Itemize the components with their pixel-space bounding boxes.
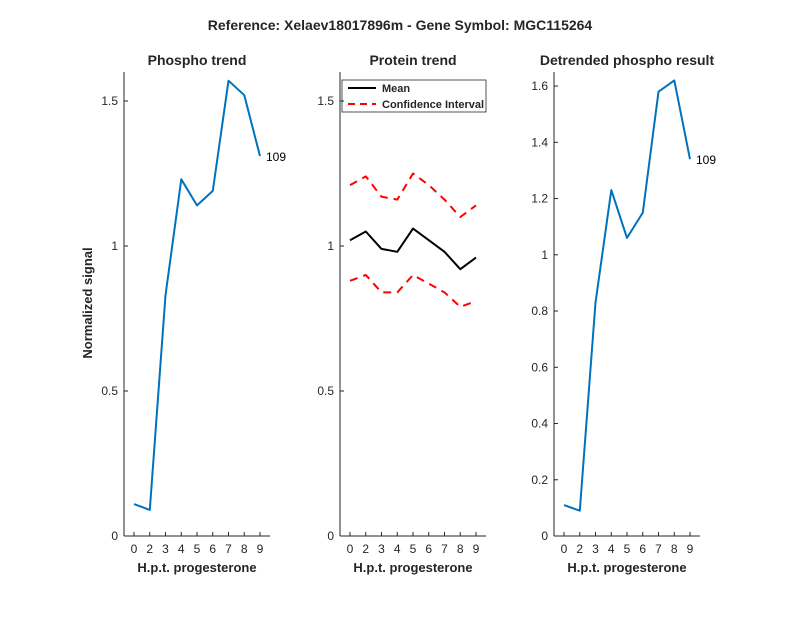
x-tick-label: 3 [162, 542, 169, 556]
x-tick-label: 2 [146, 542, 153, 556]
x-tick-label: 0 [561, 542, 568, 556]
legend-box [341, 79, 487, 113]
legend-label-mean: Mean [382, 83, 410, 95]
x-tick-label: 0 [347, 542, 354, 556]
y-tick-label: 0 [327, 529, 334, 543]
series-end-label: 109 [266, 150, 286, 164]
series-line-0 [563, 79, 691, 512]
x-tick-label: 5 [194, 542, 201, 556]
x-tick-label: 3 [592, 542, 599, 556]
x-tick-label: 7 [441, 542, 448, 556]
x-axis-label: H.p.t. progesterone [137, 560, 256, 575]
legend: Mean Confidence Interval [341, 79, 487, 113]
x-axis-label: H.p.t. progesterone [353, 560, 472, 575]
series-line-0 [349, 227, 477, 271]
x-tick-label: 6 [639, 542, 646, 556]
y-tick-label: 0.6 [531, 360, 548, 374]
x-tick-label: 4 [608, 542, 615, 556]
series-line-0 [133, 79, 261, 511]
panel-detrended: Detrended phospho result H.p.t. progeste… [531, 52, 716, 575]
x-tick-label: 8 [671, 542, 678, 556]
x-tick-label: 7 [655, 542, 662, 556]
y-tick-label: 1.6 [531, 79, 548, 93]
series-line-1 [349, 172, 477, 218]
legend-label-ci: Confidence Interval [382, 99, 484, 111]
y-tick-label: 1.5 [317, 94, 334, 108]
y-tick-label: 1.2 [531, 192, 548, 206]
x-tick-label: 8 [241, 542, 248, 556]
x-tick-label: 4 [178, 542, 185, 556]
y-tick-label: 1 [111, 239, 118, 253]
series-end-label: 109 [696, 153, 716, 167]
figure-title: Reference: Xelaev18017896m - Gene Symbol… [208, 17, 593, 33]
x-tick-label: 2 [362, 542, 369, 556]
x-tick-label: 9 [473, 542, 480, 556]
y-axis-label: Normalized signal [80, 247, 95, 358]
x-tick-label: 3 [378, 542, 385, 556]
x-tick-label: 2 [576, 542, 583, 556]
panel-title: Detrended phospho result [540, 52, 715, 68]
x-tick-label: 9 [687, 542, 694, 556]
x-tick-label: 8 [457, 542, 464, 556]
y-tick-label: 1 [541, 248, 548, 262]
y-tick-label: 0 [111, 529, 118, 543]
panel-phospho: Phospho trend Normalized signal H.p.t. p… [80, 52, 286, 575]
y-tick-label: 0.5 [317, 384, 334, 398]
y-tick-label: 0 [541, 529, 548, 543]
x-tick-label: 0 [131, 542, 138, 556]
y-tick-label: 0.2 [531, 473, 548, 487]
x-axis-label: H.p.t. progesterone [567, 560, 686, 575]
panel-title: Phospho trend [148, 52, 247, 68]
x-tick-label: 9 [257, 542, 264, 556]
y-tick-label: 1.4 [531, 135, 548, 149]
x-tick-label: 5 [624, 542, 631, 556]
series-line-2 [349, 274, 477, 308]
y-tick-label: 0.8 [531, 304, 548, 318]
x-tick-label: 6 [425, 542, 432, 556]
x-tick-label: 6 [209, 542, 216, 556]
y-tick-label: 0.4 [531, 417, 548, 431]
x-tick-label: 7 [225, 542, 232, 556]
y-tick-label: 0.5 [101, 384, 118, 398]
panel-protein: Protein trend H.p.t. progesterone Mean C… [317, 52, 487, 575]
x-tick-label: 5 [410, 542, 417, 556]
y-tick-label: 1.5 [101, 94, 118, 108]
x-tick-label: 4 [394, 542, 401, 556]
panel-title: Protein trend [369, 52, 456, 68]
y-tick-label: 1 [327, 239, 334, 253]
